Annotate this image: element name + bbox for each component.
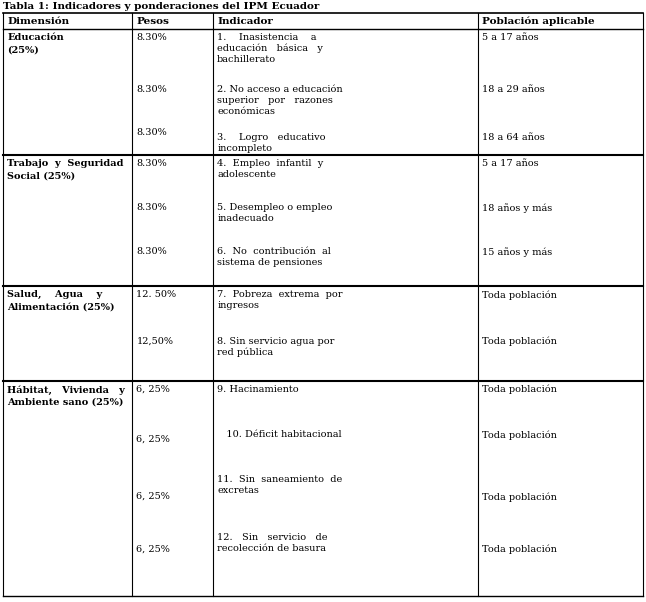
Text: 1.    Inasistencia    a
educación   básica   y
bachillerato: 1. Inasistencia a educación básica y bac… (217, 33, 323, 64)
Text: 8.30%: 8.30% (136, 128, 167, 137)
Text: 6.  No  contribución  al
sistema de pensiones: 6. No contribución al sistema de pension… (217, 247, 331, 267)
Text: 6, 25%: 6, 25% (136, 435, 171, 444)
Text: 12. 50%: 12. 50% (136, 290, 176, 299)
Text: Población aplicable: Población aplicable (482, 17, 595, 26)
Text: 8.30%: 8.30% (136, 203, 167, 212)
Text: Trabajo  y  Seguridad: Trabajo y Seguridad (7, 159, 124, 168)
Text: Toda población: Toda población (482, 430, 557, 439)
Text: 3.    Logro   educativo
incompleto: 3. Logro educativo incompleto (217, 133, 326, 153)
Text: 11.  Sin  saneamiento  de
excretas: 11. Sin saneamiento de excretas (217, 475, 342, 495)
Text: Pesos: Pesos (136, 17, 169, 26)
Text: 7.  Pobreza  extrema  por
ingresos: 7. Pobreza extrema por ingresos (217, 290, 342, 310)
Text: 9. Hacinamiento: 9. Hacinamiento (217, 385, 299, 394)
Text: Salud,    Agua    y: Salud, Agua y (7, 290, 102, 299)
Text: Hábitat,   Vivienda   y: Hábitat, Vivienda y (7, 385, 125, 394)
Text: Alimentación (25%): Alimentación (25%) (7, 303, 115, 312)
Text: Toda población: Toda población (482, 337, 557, 347)
Text: 8.30%: 8.30% (136, 159, 167, 168)
Text: 5 a 17 años: 5 a 17 años (482, 33, 539, 42)
Text: 10. Déficit habitacional: 10. Déficit habitacional (217, 430, 342, 439)
Text: Social (25%): Social (25%) (7, 172, 76, 181)
Text: 15 años y más: 15 años y más (482, 247, 552, 257)
Text: 6, 25%: 6, 25% (136, 385, 171, 394)
Text: Dimensión: Dimensión (7, 17, 69, 26)
Text: Toda población: Toda población (482, 492, 557, 501)
Text: 12,50%: 12,50% (136, 337, 173, 346)
Text: Toda población: Toda población (482, 545, 557, 554)
Text: Toda población: Toda población (482, 385, 557, 394)
Text: Ambiente sano (25%): Ambiente sano (25%) (7, 398, 123, 407)
Text: 4.  Empleo  infantil  y
adolescente: 4. Empleo infantil y adolescente (217, 159, 324, 179)
Text: 18 a 64 años: 18 a 64 años (482, 133, 545, 142)
Text: 6, 25%: 6, 25% (136, 492, 171, 501)
Text: 8.30%: 8.30% (136, 247, 167, 256)
Text: Tabla 1: Indicadores y ponderaciones del IPM Ecuador: Tabla 1: Indicadores y ponderaciones del… (3, 2, 320, 11)
Text: 18 a 29 años: 18 a 29 años (482, 85, 545, 94)
Text: 5. Desempleo o empleo
inadecuado: 5. Desempleo o empleo inadecuado (217, 203, 333, 223)
Text: 8.30%: 8.30% (136, 85, 167, 94)
Text: 8.30%: 8.30% (136, 33, 167, 42)
Text: 12.   Sin   servicio   de
recolección de basura: 12. Sin servicio de recolección de basur… (217, 533, 328, 553)
Text: 18 años y más: 18 años y más (482, 203, 552, 213)
Text: 5 a 17 años: 5 a 17 años (482, 159, 539, 168)
Text: 2. No acceso a educación
superior   por   razones
económicas: 2. No acceso a educación superior por ra… (217, 85, 343, 116)
Text: Toda población: Toda población (482, 290, 557, 300)
Text: Indicador: Indicador (217, 17, 273, 26)
Text: 6, 25%: 6, 25% (136, 545, 171, 554)
Text: 8. Sin servicio agua por
red pública: 8. Sin servicio agua por red pública (217, 337, 335, 358)
Text: Educación: Educación (7, 33, 64, 42)
Text: (25%): (25%) (7, 46, 39, 55)
